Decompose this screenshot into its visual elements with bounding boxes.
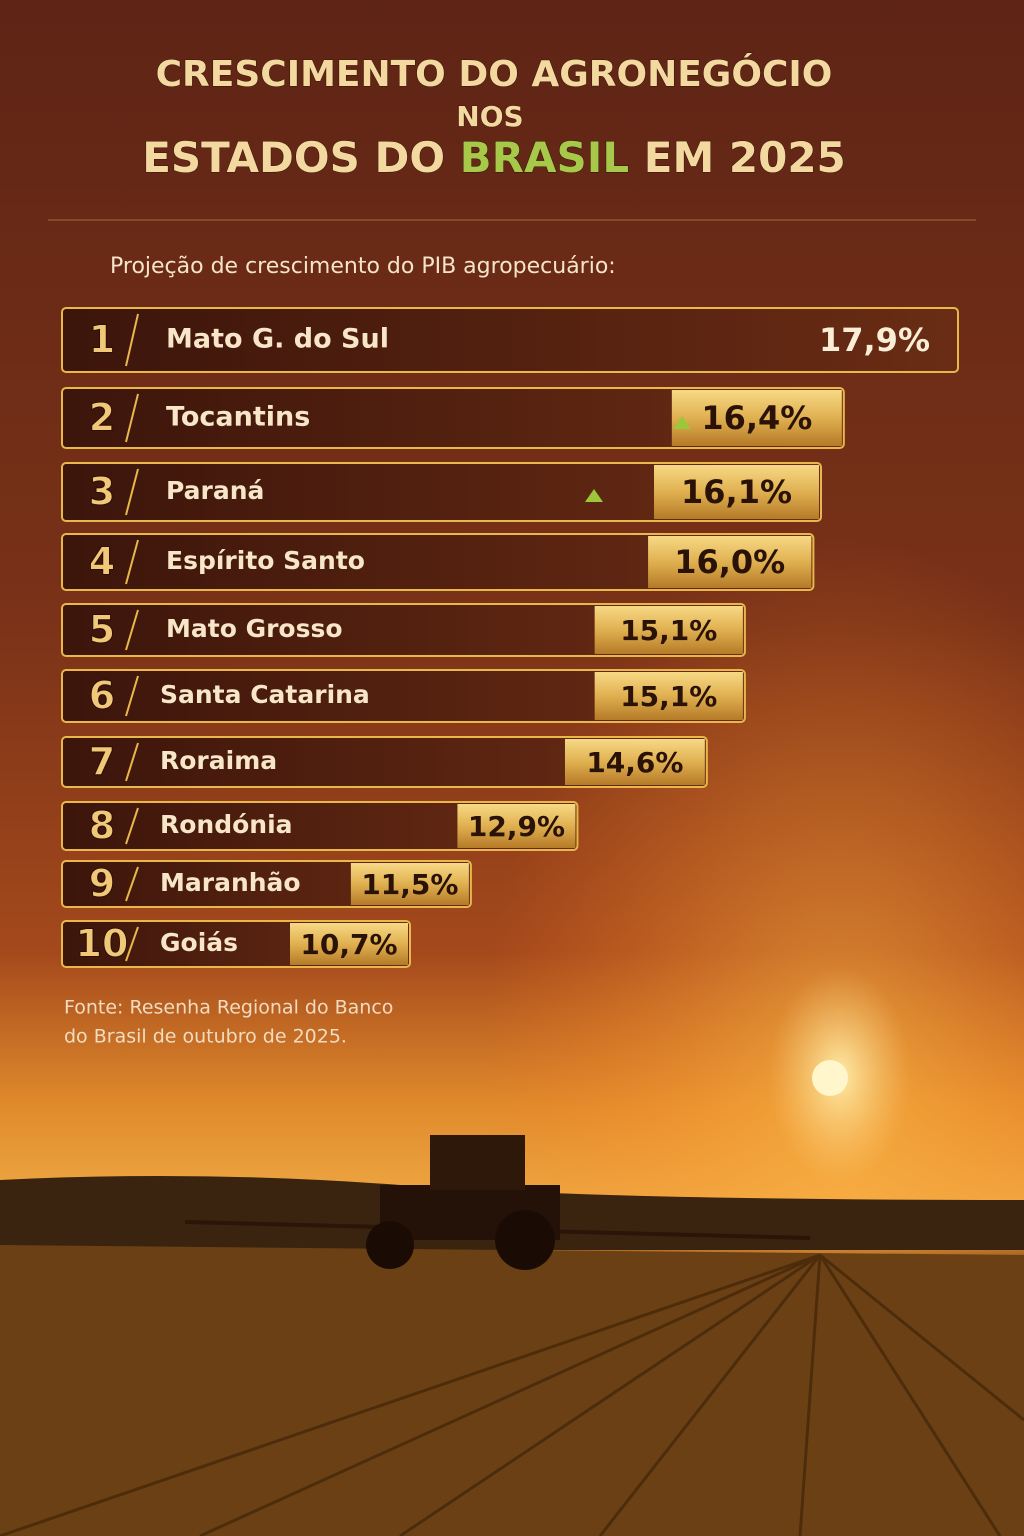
value-box	[671, 390, 842, 446]
rank-divider	[125, 926, 139, 962]
category-label: Roraima	[160, 746, 277, 775]
bar	[61, 307, 959, 373]
value-label: 15,1%	[620, 614, 717, 647]
bar	[61, 387, 845, 449]
trend-arrow	[585, 489, 603, 502]
rank: 6	[89, 674, 115, 718]
rank: 8	[89, 804, 115, 848]
rank: 9	[89, 862, 115, 906]
bars: 1 Mato G. do Sul 17,9% 2 Tocantins 16,4% 3 Para…	[61, 307, 959, 968]
sun	[812, 1060, 848, 1096]
source: Fonte: Resenha Regional do Banco	[64, 997, 393, 1019]
value-label: 12,9%	[468, 810, 565, 843]
rank: 7	[89, 740, 115, 784]
category-label: Mato G. do Sul	[166, 324, 389, 355]
value-box	[594, 606, 743, 654]
category-label: Maranhão	[160, 868, 301, 897]
bar	[61, 801, 579, 851]
value-box	[350, 863, 469, 905]
value-box	[648, 536, 812, 588]
title-line: ESTADOS DO BRASIL EM 2025	[142, 133, 846, 182]
subtitle: Projeção de crescimento do PIB agropecuá…	[110, 254, 616, 279]
category-label: Espírito Santo	[166, 546, 365, 575]
rank-divider	[125, 807, 139, 845]
title-part: EM 2025	[644, 133, 846, 182]
bar	[61, 603, 746, 657]
category-label: Santa Catarina	[160, 680, 370, 709]
value-box	[654, 465, 819, 519]
source: do Brasil de outubro de 2025.	[64, 1026, 347, 1048]
title-highlight: BRASIL	[460, 133, 630, 182]
trend-arrow	[673, 416, 691, 429]
bar	[61, 462, 822, 522]
rank-divider	[125, 313, 139, 367]
category-label: Paraná	[166, 476, 264, 505]
value-box	[594, 672, 743, 720]
rank-divider	[125, 675, 139, 717]
rank: 5	[89, 608, 115, 652]
rank-divider	[125, 609, 139, 651]
rank: 1	[89, 318, 115, 362]
rank: 4	[89, 540, 115, 584]
rank-divider	[125, 866, 139, 902]
bar	[61, 533, 815, 591]
bar	[61, 736, 708, 788]
value-label: 16,4%	[701, 399, 812, 437]
rank: 2	[89, 396, 115, 440]
rank: 3	[89, 470, 115, 514]
value-label: 16,0%	[674, 543, 785, 581]
category-label: Goiás	[160, 928, 238, 957]
title-line: NOS	[456, 100, 523, 133]
value-label: 10,7%	[300, 928, 397, 961]
tractor	[184, 1135, 811, 1270]
category-label: Rondónia	[160, 810, 293, 839]
value-label: 17,9%	[819, 321, 930, 359]
category-label: Mato Grosso	[166, 614, 343, 643]
value-label: 11,5%	[361, 868, 458, 901]
bar	[61, 669, 746, 723]
rank-divider	[125, 393, 139, 443]
value-label: 16,1%	[681, 473, 792, 511]
rank: 10	[76, 922, 129, 966]
value-box	[457, 804, 576, 848]
value-label: 15,1%	[620, 680, 717, 713]
rank-divider	[125, 539, 139, 585]
value-box	[564, 739, 705, 785]
value-box	[290, 923, 408, 965]
crop-rows	[0, 1253, 1024, 1536]
category-label: Tocantins	[166, 402, 310, 433]
rank-divider	[125, 468, 139, 516]
value-label: 14,6%	[586, 746, 683, 779]
rank-divider	[125, 742, 139, 782]
title-line: CRESCIMENTO DO AGRONEGÓCIO	[156, 53, 833, 95]
field	[0, 1245, 1024, 1536]
title-part: ESTADOS DO	[142, 133, 445, 182]
